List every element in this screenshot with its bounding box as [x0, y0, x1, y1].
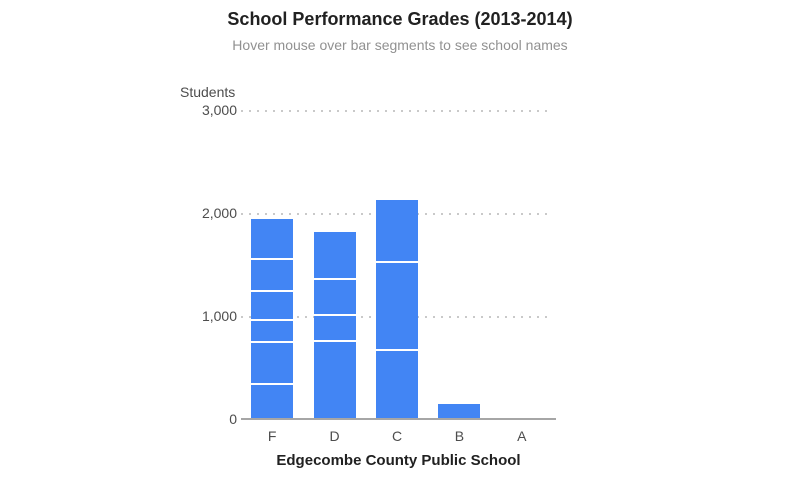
- plot-area: [241, 110, 553, 419]
- y-axis-title: Students: [180, 84, 236, 100]
- stacked-bar-F[interactable]: [251, 219, 294, 419]
- bar-segment[interactable]: [438, 404, 481, 419]
- stacked-bar-C[interactable]: [376, 200, 418, 419]
- x-category-label-B: B: [454, 428, 465, 444]
- bar-segment[interactable]: [376, 348, 418, 419]
- x-axis-line: [241, 418, 556, 420]
- bar-segment[interactable]: [376, 200, 418, 261]
- bar-segment[interactable]: [251, 258, 294, 291]
- bar-segment[interactable]: [376, 260, 418, 349]
- bar-segment[interactable]: [313, 277, 356, 314]
- x-axis-title: Edgecombe County Public School: [276, 452, 521, 469]
- bar-segment[interactable]: [313, 231, 356, 278]
- y-tick-label: 1,000: [201, 308, 237, 324]
- chart-subtitle: Hover mouse over bar segments to see sch…: [232, 37, 568, 53]
- chart-title: School Performance Grades (2013-2014): [227, 9, 573, 29]
- x-category-label-C: C: [391, 428, 403, 444]
- gridline-3000: [241, 110, 553, 112]
- y-tick-label: 0: [229, 411, 237, 427]
- stacked-bar-D[interactable]: [313, 231, 356, 419]
- bar-segment[interactable]: [251, 219, 294, 259]
- bar-segment[interactable]: [251, 290, 294, 320]
- x-category-label-D: D: [329, 428, 340, 444]
- bar-segment[interactable]: [313, 339, 356, 419]
- y-tick-label: 3,000: [201, 102, 237, 118]
- x-category-label-F: F: [267, 428, 277, 444]
- bar-segment[interactable]: [251, 382, 294, 419]
- stacked-bar-B[interactable]: [438, 404, 481, 419]
- y-tick-label: 2,000: [201, 205, 237, 221]
- bar-segment[interactable]: [251, 340, 294, 383]
- bar-segment[interactable]: [251, 319, 294, 341]
- bar-segment[interactable]: [313, 313, 356, 340]
- x-category-label-A: A: [517, 428, 527, 444]
